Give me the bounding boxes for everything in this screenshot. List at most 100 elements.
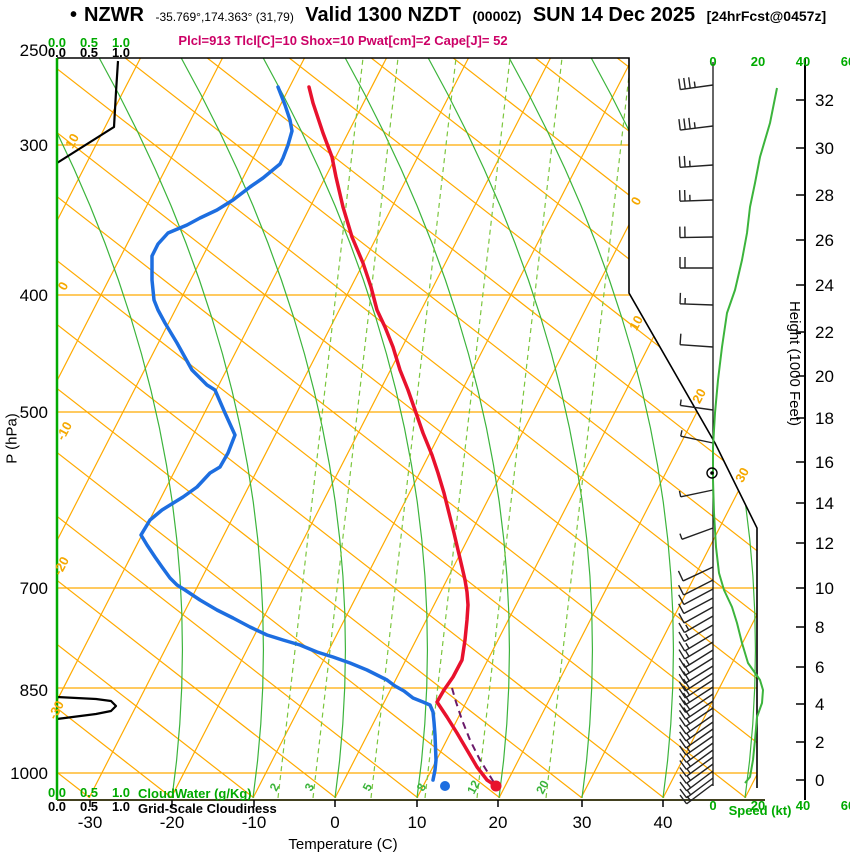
skewt-background-lines xyxy=(57,58,757,798)
wind-barb xyxy=(678,657,714,677)
wind-barb xyxy=(678,189,714,202)
wind-barbs xyxy=(677,77,714,805)
surface-dewpoint-dot xyxy=(440,781,450,791)
freezing-level-marker xyxy=(706,467,718,479)
isotherm-line xyxy=(57,58,388,798)
wind-barb xyxy=(678,155,714,169)
dry-adiabat-line xyxy=(616,58,757,798)
wind-barb xyxy=(678,700,714,721)
wind-barb xyxy=(678,489,714,498)
isotherm-edge-label-left: -20 xyxy=(50,554,72,578)
isotherm-line xyxy=(334,58,716,798)
wind-barb xyxy=(678,693,714,714)
mixing-ratio-label: 3 xyxy=(302,781,318,794)
wind-barb xyxy=(679,292,714,306)
height-tick-label: 8 xyxy=(815,618,824,637)
wind-barb xyxy=(678,641,714,660)
wind-barb xyxy=(679,721,714,742)
moist-adiabat-line xyxy=(508,58,675,798)
wind-barb xyxy=(678,686,714,706)
valid-time-utc: (0000Z) xyxy=(472,8,522,24)
dry-adiabat-line xyxy=(57,58,419,798)
wind-barb xyxy=(678,117,714,131)
wind-barb xyxy=(679,333,714,348)
height-tick-label: 14 xyxy=(815,494,834,513)
cloudwater-scale-top: 0.0 xyxy=(48,35,66,50)
wind-barb xyxy=(679,763,714,784)
wind-barb xyxy=(679,756,714,777)
height-tick-label: 28 xyxy=(815,186,834,205)
moist-adiabat-line xyxy=(180,58,347,798)
isotherm-line xyxy=(88,58,470,798)
pressure-tick-label: 300 xyxy=(20,136,48,155)
wind-barb xyxy=(680,430,714,444)
wind-barb xyxy=(679,728,714,749)
wind-barb xyxy=(679,742,714,763)
valid-time: Valid 1300 NZDT xyxy=(305,4,461,26)
wind-barb xyxy=(678,615,714,634)
mixing-ratio-label: 2 xyxy=(267,781,283,794)
speed-tick-label-bottom: 20 xyxy=(751,798,765,813)
mixing-ratio-line xyxy=(370,58,457,798)
dry-adiabat-line xyxy=(452,58,757,798)
dry-adiabat-line xyxy=(370,58,757,798)
cloudwater-scale-top: 1.0 xyxy=(112,35,130,50)
moist-adiabat-line xyxy=(98,58,265,798)
cloudiness-scale-top: 1.0 xyxy=(112,45,130,60)
wind-barb xyxy=(678,588,714,606)
height-tick-label: 6 xyxy=(815,658,824,677)
parcel-ascent-curve xyxy=(451,687,497,787)
wind-barb xyxy=(679,714,714,735)
mixing-ratio-label: 20 xyxy=(533,778,552,797)
pressure-tick-label: 1000 xyxy=(10,764,48,783)
wind-barb xyxy=(679,749,714,770)
dry-adiabat-line xyxy=(288,58,757,798)
cloudiness-scale-top: 0.0 xyxy=(48,45,66,60)
cloudiness-scale-top: 0.5 xyxy=(80,45,98,60)
mixing-ratio-line xyxy=(476,58,563,798)
isotherm-line xyxy=(57,58,142,798)
height-tick-label: 24 xyxy=(815,276,834,295)
isotherm-line xyxy=(57,58,224,798)
height-tick-label: 22 xyxy=(815,323,834,342)
height-tick-label: 2 xyxy=(815,733,824,752)
wind-barb xyxy=(679,783,714,805)
speed-tick-label-top: 60 xyxy=(841,54,850,69)
valid-date: SUN 14 Dec 2025 xyxy=(532,4,696,26)
wind-barb xyxy=(678,606,714,624)
height-tick-label: 16 xyxy=(815,453,834,472)
cloudiness-scale-bottom: 1.0 xyxy=(112,799,130,814)
wind-barb xyxy=(678,679,714,699)
speed-tick-label-bottom: 60 xyxy=(841,798,850,813)
cloudwater-scale-top: 0.5 xyxy=(80,35,98,50)
forecast-info: [24hrFcst@0457z] xyxy=(706,8,827,24)
mixing-ratio-line xyxy=(424,58,511,798)
isotherm-line xyxy=(170,58,552,798)
cloudiness-scale-bottom: 0.5 xyxy=(80,799,98,814)
wind-barb xyxy=(679,527,714,540)
pressure-tick-label: 700 xyxy=(20,579,48,598)
wind-speed-curve xyxy=(712,87,778,784)
height-tick-label: 20 xyxy=(815,367,834,386)
station-coords: -35.769°,174.363° (31,79) xyxy=(155,10,294,24)
wind-barb xyxy=(678,633,714,652)
speed-tick-label-top: 20 xyxy=(751,54,765,69)
wind-barb xyxy=(679,226,714,239)
dry-adiabat-line xyxy=(57,58,501,798)
speed-tick-label-top: 40 xyxy=(796,54,810,69)
temperature-tick-label: 30 xyxy=(573,813,592,832)
temperature-tick-label: -20 xyxy=(160,813,185,832)
cloudwater-scale-bottom: 0.5 xyxy=(80,785,98,800)
speed-tick-label-top: 0 xyxy=(709,54,716,69)
height-tick-label: 26 xyxy=(815,231,834,250)
temperature-tick-label: 0 xyxy=(330,813,339,832)
dry-adiabat-line xyxy=(206,58,757,798)
isotherm-line xyxy=(498,58,757,798)
isotherm-edge-label-right: 30 xyxy=(732,465,752,485)
dry-adiabat-line xyxy=(57,58,757,798)
mixing-ratio-line xyxy=(277,58,364,798)
mixing-ratio-label: 5 xyxy=(360,781,376,794)
dewpoint-curve xyxy=(139,85,438,782)
